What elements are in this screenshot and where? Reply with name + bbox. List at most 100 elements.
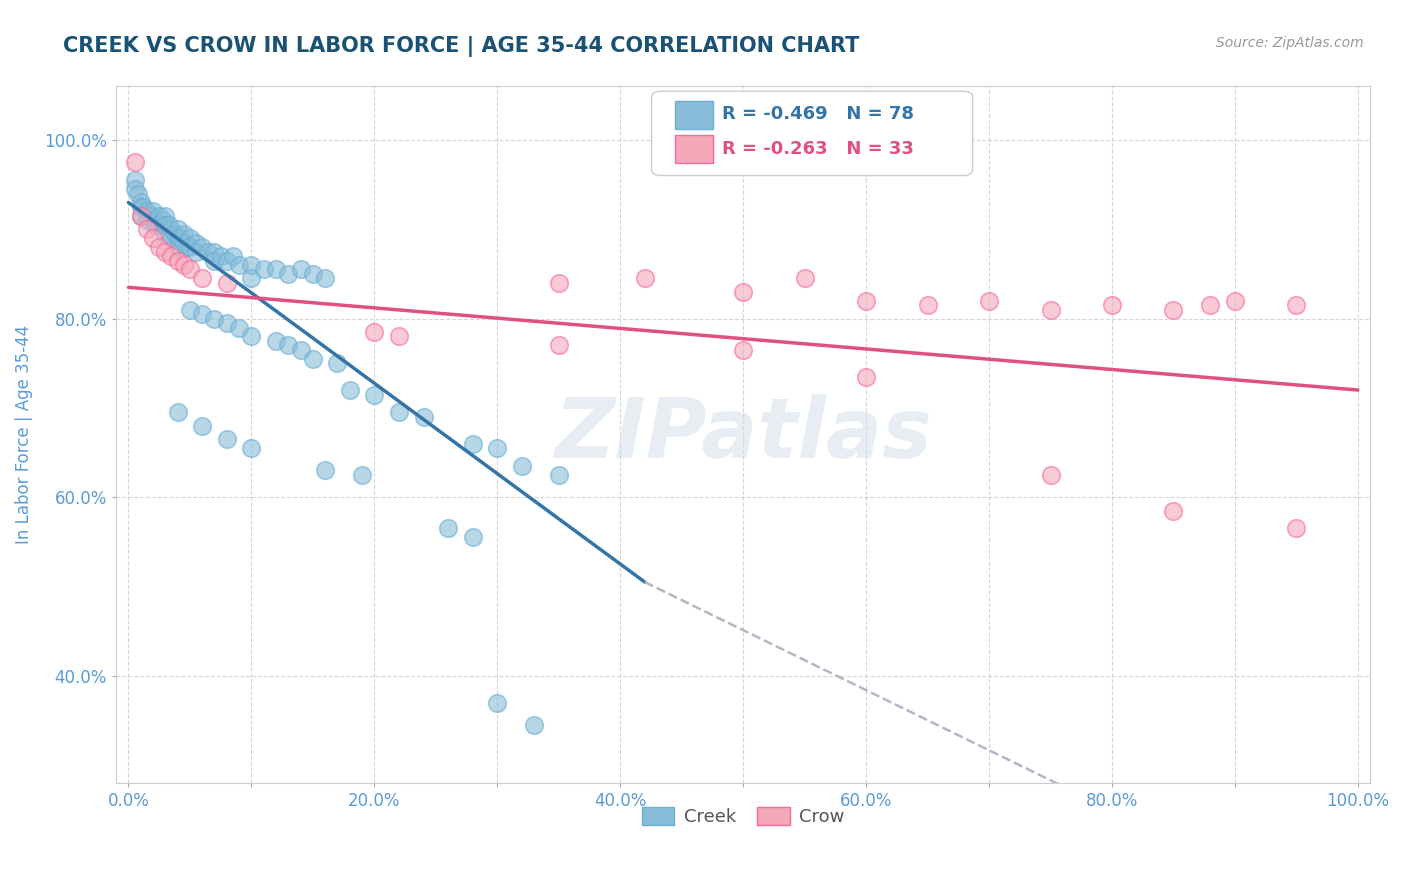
- Point: [363, 387, 385, 401]
- Point: [179, 240, 201, 254]
- Point: [1039, 302, 1062, 317]
- Point: [277, 338, 299, 352]
- Point: [264, 334, 287, 348]
- Point: [135, 204, 157, 219]
- Point: [166, 253, 188, 268]
- Point: [124, 155, 146, 169]
- Point: [148, 218, 170, 232]
- Point: [510, 458, 533, 473]
- Point: [350, 467, 373, 482]
- Point: [184, 244, 207, 259]
- FancyBboxPatch shape: [675, 101, 713, 129]
- Point: [204, 253, 226, 268]
- Point: [142, 231, 165, 245]
- Point: [160, 222, 183, 236]
- Text: CREEK VS CROW IN LABOR FORCE | AGE 35-44 CORRELATION CHART: CREEK VS CROW IN LABOR FORCE | AGE 35-44…: [63, 36, 859, 57]
- Point: [547, 276, 569, 290]
- Y-axis label: In Labor Force | Age 35-44: In Labor Force | Age 35-44: [15, 326, 32, 544]
- Point: [215, 432, 238, 446]
- FancyBboxPatch shape: [675, 136, 713, 163]
- Point: [152, 213, 174, 227]
- Point: [412, 409, 434, 424]
- Point: [157, 218, 180, 232]
- Point: [129, 209, 152, 223]
- Point: [197, 244, 219, 259]
- Point: [486, 696, 509, 710]
- Point: [139, 209, 162, 223]
- Text: R = -0.469   N = 78: R = -0.469 N = 78: [721, 105, 914, 123]
- Point: [191, 307, 214, 321]
- Point: [634, 271, 657, 285]
- Point: [388, 329, 411, 343]
- Point: [129, 200, 152, 214]
- Point: [179, 231, 201, 245]
- Point: [363, 325, 385, 339]
- Point: [917, 298, 939, 312]
- Point: [228, 258, 250, 272]
- Point: [547, 467, 569, 482]
- Point: [173, 235, 195, 250]
- Point: [547, 338, 569, 352]
- Point: [240, 329, 263, 343]
- Point: [1199, 298, 1222, 312]
- Point: [135, 222, 157, 236]
- Point: [253, 262, 276, 277]
- Point: [264, 262, 287, 277]
- Point: [145, 218, 167, 232]
- Point: [191, 271, 214, 285]
- Point: [277, 267, 299, 281]
- Point: [339, 383, 361, 397]
- Point: [184, 235, 207, 250]
- Text: R = -0.263   N = 33: R = -0.263 N = 33: [721, 140, 914, 159]
- Point: [1223, 293, 1246, 308]
- Point: [124, 173, 146, 187]
- Point: [155, 209, 177, 223]
- Point: [191, 240, 214, 254]
- Point: [129, 195, 152, 210]
- Point: [523, 718, 546, 732]
- Point: [169, 231, 191, 245]
- Point: [302, 351, 325, 366]
- Point: [215, 276, 238, 290]
- Point: [166, 405, 188, 419]
- Point: [733, 343, 755, 357]
- Point: [132, 200, 155, 214]
- Point: [215, 253, 238, 268]
- Point: [166, 231, 188, 245]
- Point: [437, 521, 460, 535]
- Point: [173, 227, 195, 241]
- Point: [314, 271, 336, 285]
- Point: [160, 249, 183, 263]
- Point: [1163, 503, 1185, 517]
- Point: [290, 262, 312, 277]
- Point: [222, 249, 245, 263]
- Point: [148, 240, 170, 254]
- Point: [1285, 298, 1308, 312]
- Point: [142, 204, 165, 219]
- Point: [142, 213, 165, 227]
- Point: [176, 240, 198, 254]
- Point: [127, 186, 149, 201]
- Point: [314, 463, 336, 477]
- Point: [215, 316, 238, 330]
- Point: [209, 249, 232, 263]
- Point: [1039, 467, 1062, 482]
- Point: [240, 441, 263, 455]
- Point: [290, 343, 312, 357]
- FancyBboxPatch shape: [651, 91, 973, 176]
- Point: [228, 320, 250, 334]
- Text: ZIPatlas: ZIPatlas: [554, 394, 932, 475]
- Point: [165, 227, 187, 241]
- Point: [135, 213, 157, 227]
- Point: [179, 302, 201, 317]
- Point: [1101, 298, 1123, 312]
- Point: [191, 418, 214, 433]
- Point: [855, 293, 877, 308]
- Point: [977, 293, 1000, 308]
- Point: [160, 231, 183, 245]
- Point: [173, 258, 195, 272]
- Point: [461, 436, 484, 450]
- Text: Source: ZipAtlas.com: Source: ZipAtlas.com: [1216, 36, 1364, 50]
- Point: [148, 209, 170, 223]
- Point: [461, 530, 484, 544]
